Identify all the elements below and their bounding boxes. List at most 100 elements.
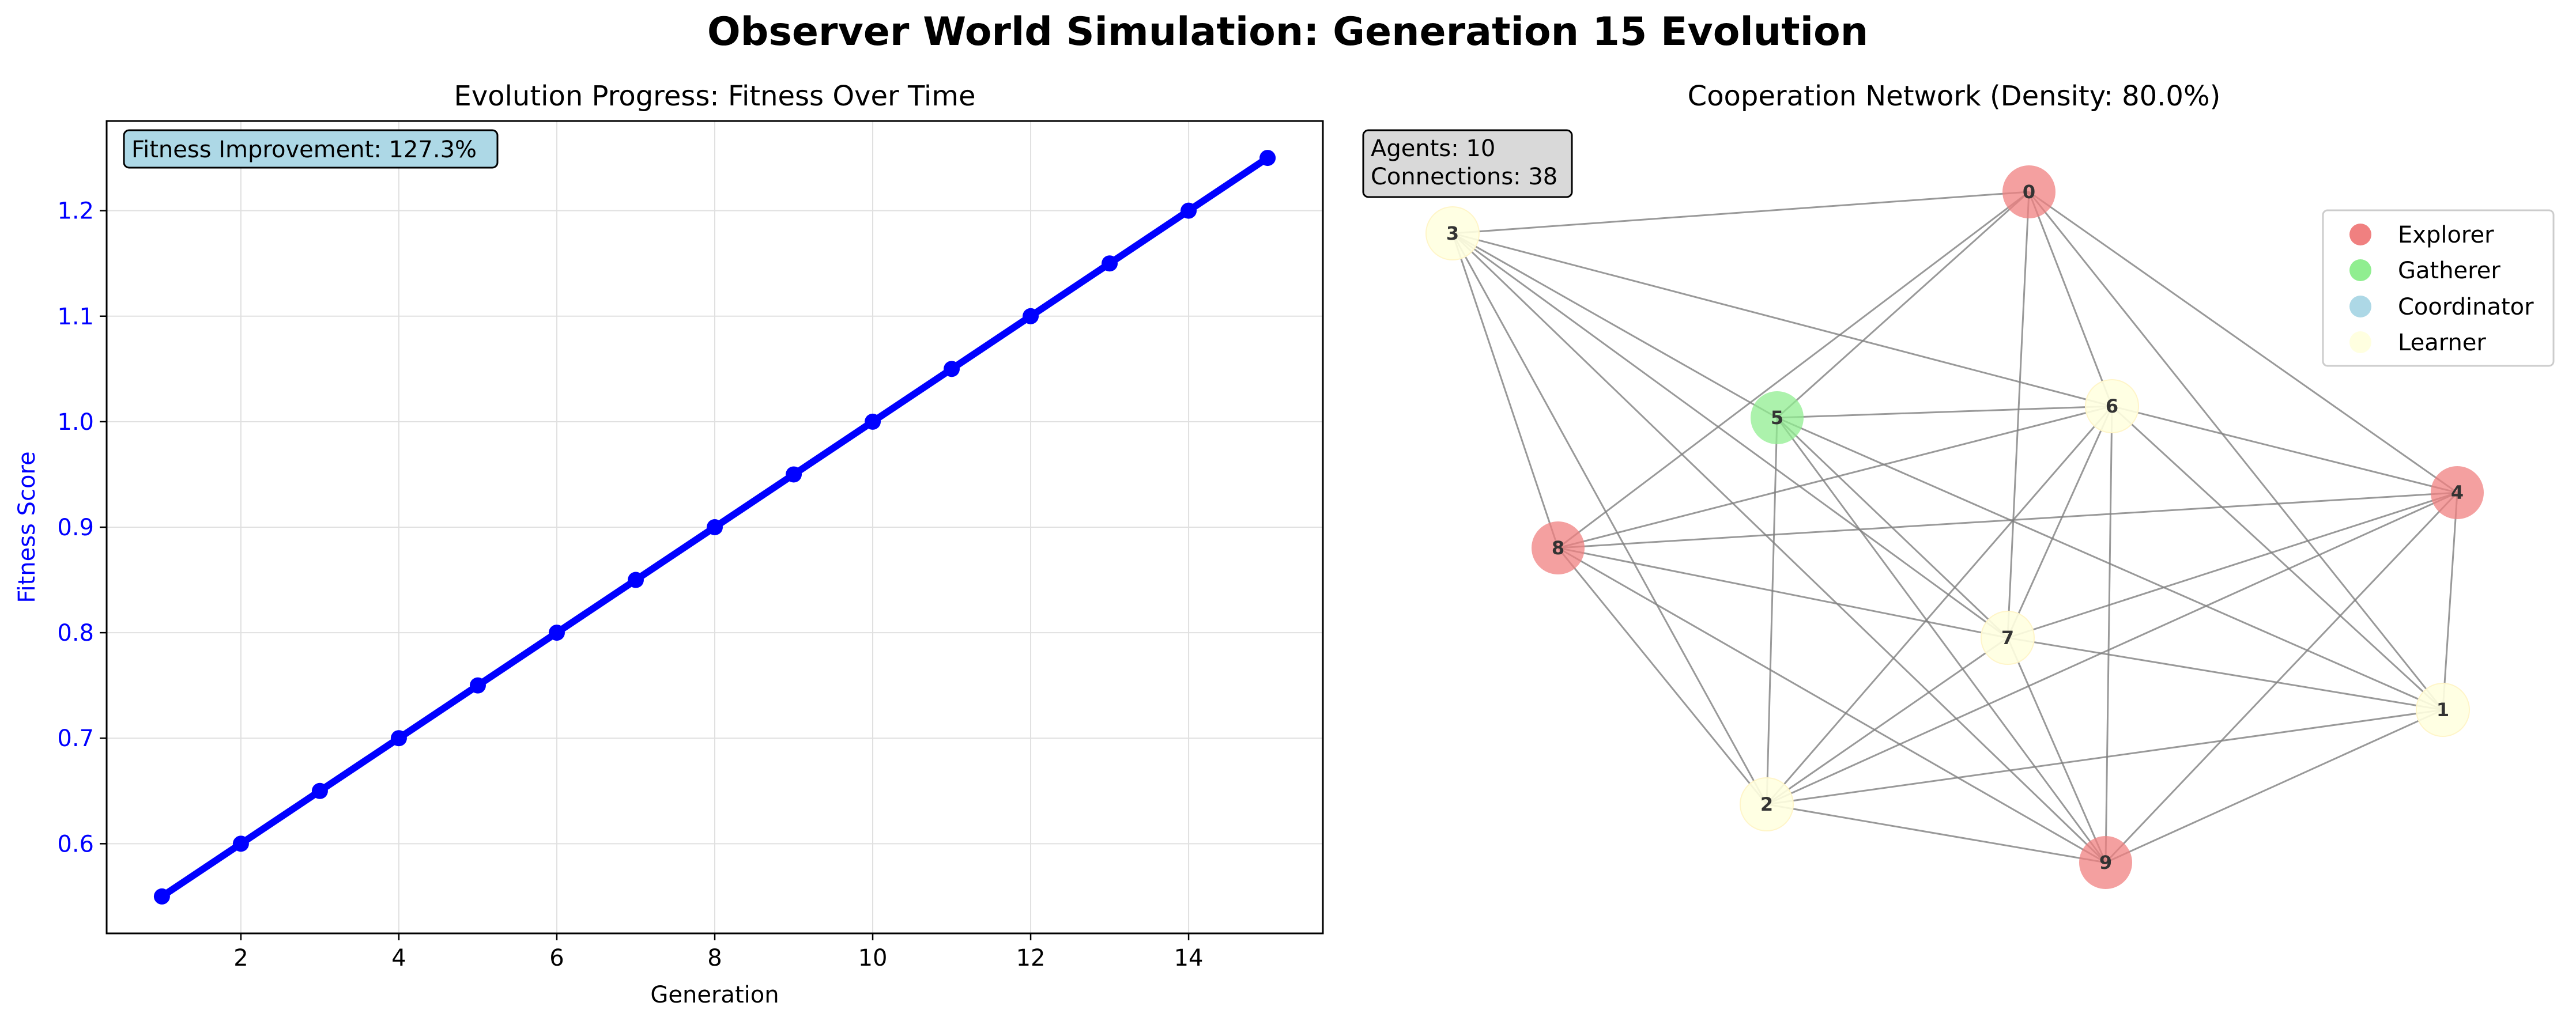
x-tick-label: 6 <box>549 945 564 971</box>
network-node-label: 0 <box>2023 181 2035 203</box>
network-edge <box>1766 491 2458 805</box>
network-edge <box>1451 232 2107 864</box>
fitness-ticks: 2 4 6 8 10 12 14 0.6 0.7 0.8 0.9 1.0 1.1 1.2 <box>57 198 1203 971</box>
network-edge <box>1452 232 1778 419</box>
network-edge <box>2104 406 2113 863</box>
network-edge <box>1766 417 1778 805</box>
fitness-plot-frame <box>105 120 1324 935</box>
fitness-improvement-box <box>123 129 499 169</box>
legend-marker-coordinator <box>2349 296 2371 317</box>
x-tick-label: 12 <box>1016 945 1046 971</box>
legend-marker-learner <box>2349 331 2371 353</box>
fitness-point <box>1102 255 1118 272</box>
network-edge <box>1452 191 2030 234</box>
y-tick-label: 1.2 <box>57 198 94 225</box>
network-edge <box>1557 191 2030 549</box>
network-node <box>2431 466 2484 519</box>
network-edge <box>1557 491 2458 549</box>
fitness-chart: Evolution Progress: Fitness Over Time 2 4… <box>14 80 1324 1008</box>
network-node <box>2416 683 2470 737</box>
network-edges <box>1451 191 2458 864</box>
fitness-point <box>469 677 486 694</box>
fitness-series <box>153 150 1276 905</box>
network-edge <box>1776 417 2107 863</box>
x-tick-label: 14 <box>1174 945 1204 971</box>
fitness-point <box>627 572 644 588</box>
network-node <box>2085 379 2139 433</box>
network-title: Cooperation Network (Density: 80.0%) <box>1688 80 2221 112</box>
fitness-y-axis-label: Fitness Score <box>14 451 40 603</box>
network-edge <box>1777 405 2113 419</box>
x-tick-label: 4 <box>391 945 406 971</box>
network-edge <box>1766 803 2106 864</box>
network-edge <box>2104 491 2458 864</box>
network-edge <box>2007 491 2458 639</box>
network-edge <box>1766 637 2008 805</box>
network-edge <box>1557 405 2113 549</box>
y-tick-label: 1.0 <box>57 409 94 436</box>
fitness-point <box>311 782 328 799</box>
x-tick-label: 8 <box>707 945 722 971</box>
network-edge <box>2111 405 2458 494</box>
network-edge <box>2028 191 2458 494</box>
legend-label-learner: Learner <box>2398 330 2486 356</box>
fitness-point <box>1259 150 1276 167</box>
network-edge <box>1766 406 2113 805</box>
cooperation-network: Cooperation Network (Density: 80.0%) 0 1 2… <box>1362 80 2555 889</box>
network-edge <box>1452 232 2008 639</box>
network-node-labels: 0 1 2 3 4 5 6 7 8 9 <box>1446 181 2464 873</box>
legend-label-explorer: Explorer <box>2398 222 2494 248</box>
network-edge <box>2028 191 2113 407</box>
network-edge <box>1451 233 1559 549</box>
network-edge <box>2105 709 2443 864</box>
network-node-label: 7 <box>2001 627 2014 649</box>
fitness-point <box>153 888 170 905</box>
y-tick-label: 0.8 <box>57 620 94 646</box>
network-node <box>1740 777 1794 831</box>
network-edge <box>1451 233 1768 805</box>
network-edge <box>1766 709 2443 805</box>
network-node-label: 2 <box>1760 793 1773 815</box>
fitness-point <box>707 519 723 535</box>
network-edge <box>2111 405 2444 711</box>
network-node-label: 6 <box>2106 395 2118 417</box>
network-edge <box>2007 637 2107 863</box>
fitness-point <box>865 413 881 430</box>
network-node-label: 5 <box>1771 407 1783 429</box>
legend-label-gatherer: Gatherer <box>2398 258 2500 284</box>
x-tick-label: 2 <box>233 945 248 971</box>
network-edge <box>2028 191 2444 710</box>
network-node <box>1425 206 1480 260</box>
network-edge <box>2007 191 2030 638</box>
network-stats-connections: Connections: 38 <box>1371 164 1557 190</box>
network-node-label: 3 <box>1446 222 1459 244</box>
y-tick-label: 1.1 <box>57 304 94 330</box>
network-edge <box>1557 547 1768 805</box>
legend-marker-explorer <box>2349 224 2371 245</box>
network-node-label: 8 <box>1552 537 1564 559</box>
fitness-point <box>548 625 565 641</box>
network-node <box>1532 521 1585 574</box>
network-edge <box>1776 191 2030 419</box>
network-node-label: 9 <box>2099 852 2112 873</box>
y-tick-label: 0.9 <box>57 515 94 541</box>
network-edge <box>1557 547 2008 639</box>
fitness-point <box>786 466 802 483</box>
network-edge <box>1452 232 2113 407</box>
network-nodes <box>1425 165 2484 889</box>
x-tick-label: 10 <box>858 945 888 971</box>
network-edge <box>2007 406 2113 638</box>
legend-label-coordinator: Coordinator <box>2398 294 2534 320</box>
fitness-x-axis-label: Generation <box>650 982 779 1008</box>
network-node <box>1751 391 1804 444</box>
figure-suptitle: Observer World Simulation: Generation 15… <box>707 9 1868 55</box>
network-node-label: 1 <box>2437 699 2449 721</box>
fitness-point <box>232 835 249 852</box>
network-stats-box <box>1362 129 1573 198</box>
fitness-improvement-text: Fitness Improvement: 127.3% <box>131 137 477 163</box>
network-node <box>2002 165 2055 218</box>
fitness-point <box>944 361 960 377</box>
fitness-point <box>1180 202 1197 219</box>
fitness-point <box>390 730 407 747</box>
